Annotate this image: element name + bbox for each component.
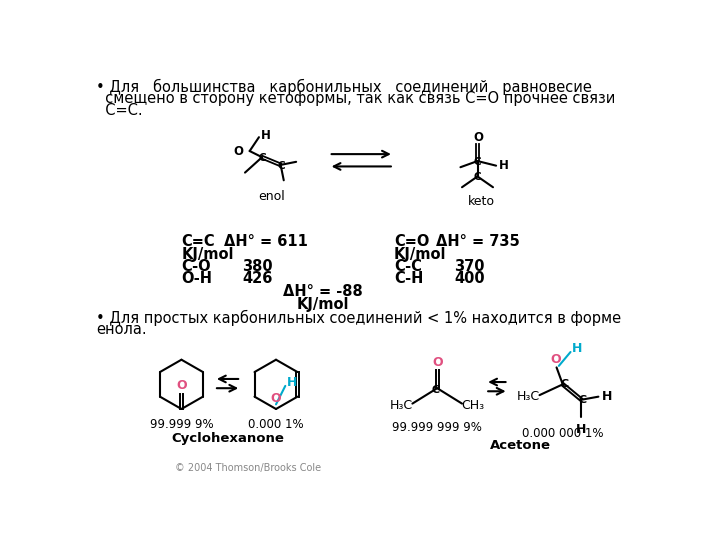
Text: 0.000 1%: 0.000 1% bbox=[248, 418, 304, 431]
Text: ΔH° = 611: ΔH° = 611 bbox=[224, 234, 308, 249]
Text: H: H bbox=[601, 390, 612, 403]
Text: C: C bbox=[579, 395, 587, 405]
Text: KJ/mol: KJ/mol bbox=[394, 247, 446, 261]
Text: ΔH° = 735: ΔH° = 735 bbox=[436, 234, 520, 249]
Text: C: C bbox=[560, 379, 568, 389]
Text: • Для простых карбонильных соединений < 1% находится в форме: • Для простых карбонильных соединений < … bbox=[96, 309, 621, 326]
Text: O: O bbox=[432, 355, 443, 368]
Text: H: H bbox=[576, 423, 587, 436]
Text: 400: 400 bbox=[454, 271, 485, 286]
Text: енола.: енола. bbox=[96, 322, 147, 337]
Text: C=C: C=C bbox=[181, 234, 215, 249]
Text: 99.999 9%: 99.999 9% bbox=[150, 418, 213, 431]
Text: ΔH° = -88: ΔH° = -88 bbox=[283, 284, 362, 299]
Text: C: C bbox=[431, 384, 440, 395]
Text: Cyclohexanone: Cyclohexanone bbox=[171, 432, 284, 445]
Text: H₃C: H₃C bbox=[517, 390, 540, 403]
Text: 0.000 000 1%: 0.000 000 1% bbox=[522, 427, 603, 440]
Text: смещено в сторону кетоформы, так как связь C=O прочнее связи: смещено в сторону кетоформы, так как свя… bbox=[96, 91, 616, 106]
Text: H: H bbox=[499, 159, 509, 172]
Text: O: O bbox=[473, 131, 483, 144]
Text: 380: 380 bbox=[242, 259, 273, 274]
Text: C=O: C=O bbox=[394, 234, 429, 249]
Text: H₃C: H₃C bbox=[390, 399, 413, 411]
Text: 99.999 999 9%: 99.999 999 9% bbox=[392, 421, 482, 434]
Text: C: C bbox=[258, 153, 266, 163]
Text: C-H: C-H bbox=[394, 271, 423, 286]
Text: H: H bbox=[261, 129, 271, 142]
Text: H: H bbox=[572, 342, 582, 355]
Text: O-H: O-H bbox=[181, 271, 212, 286]
Text: CH₃: CH₃ bbox=[462, 399, 485, 411]
Text: O: O bbox=[176, 380, 186, 393]
Text: © 2004 Thomson/Brooks Cole: © 2004 Thomson/Brooks Cole bbox=[175, 463, 321, 473]
Text: O: O bbox=[551, 353, 561, 366]
Text: KJ/mol: KJ/mol bbox=[296, 296, 348, 312]
Text: Acetone: Acetone bbox=[490, 439, 551, 452]
Text: KJ/mol: KJ/mol bbox=[181, 247, 234, 261]
Text: C: C bbox=[474, 172, 481, 182]
Text: O: O bbox=[270, 392, 281, 404]
Text: O: O bbox=[233, 145, 243, 158]
Text: C: C bbox=[278, 161, 285, 171]
Text: H: H bbox=[287, 376, 297, 389]
Text: keto: keto bbox=[468, 195, 495, 208]
Text: 370: 370 bbox=[454, 259, 485, 274]
Text: C=C.: C=C. bbox=[96, 103, 143, 118]
Text: • Для   большинства   карбонильных   соединений   равновесие: • Для большинства карбонильных соединени… bbox=[96, 79, 592, 95]
Text: C-O: C-O bbox=[181, 259, 211, 274]
Text: C-C: C-C bbox=[394, 259, 422, 274]
Text: enol: enol bbox=[258, 190, 284, 202]
Text: 426: 426 bbox=[242, 271, 272, 286]
Text: C: C bbox=[474, 157, 481, 167]
